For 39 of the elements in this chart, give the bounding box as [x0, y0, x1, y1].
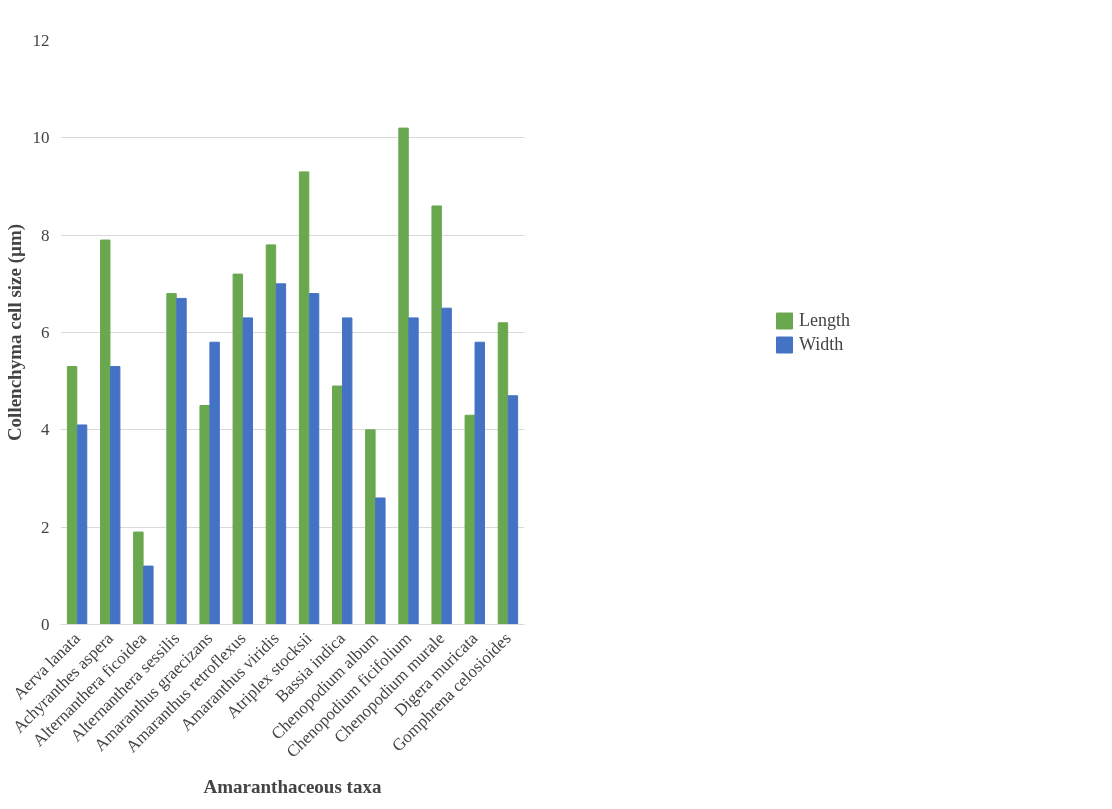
bar	[441, 307, 452, 625]
bar	[275, 283, 287, 625]
bar	[398, 127, 409, 625]
bar	[133, 531, 144, 625]
y-tick-label: 12	[32, 31, 50, 50]
bar	[265, 244, 277, 625]
bar	[365, 429, 376, 625]
bar	[143, 565, 154, 625]
bar	[497, 322, 509, 625]
y-tick-label: 4	[41, 420, 50, 440]
legend-label: Width	[799, 333, 844, 355]
bar	[199, 405, 210, 625]
y-tick-label: 8	[41, 225, 50, 245]
y-tick-label: 6	[41, 323, 50, 342]
bar	[209, 341, 220, 625]
bar	[176, 297, 187, 625]
bar	[408, 317, 419, 625]
x-axis-title: Amaranthaceous taxa	[203, 776, 382, 798]
bar	[100, 239, 111, 625]
bar	[298, 171, 310, 625]
bar	[375, 497, 386, 625]
legend-label: Length	[799, 309, 850, 331]
bar	[232, 273, 244, 625]
bar	[76, 424, 88, 625]
bar	[308, 293, 320, 625]
bar	[242, 317, 253, 625]
bar	[341, 317, 353, 625]
bar	[332, 385, 343, 625]
bar	[166, 293, 177, 625]
bar	[464, 414, 476, 625]
y-axis-title: Collenchyma cell size (µm)	[3, 223, 26, 442]
y-tick-label: 2	[41, 517, 50, 537]
y-tick-label: 0	[41, 615, 50, 634]
y-tick-label: 10	[32, 128, 50, 148]
bar	[474, 341, 485, 625]
bar	[66, 366, 78, 625]
bar	[507, 395, 519, 625]
bar	[431, 205, 442, 625]
bar	[109, 366, 121, 625]
